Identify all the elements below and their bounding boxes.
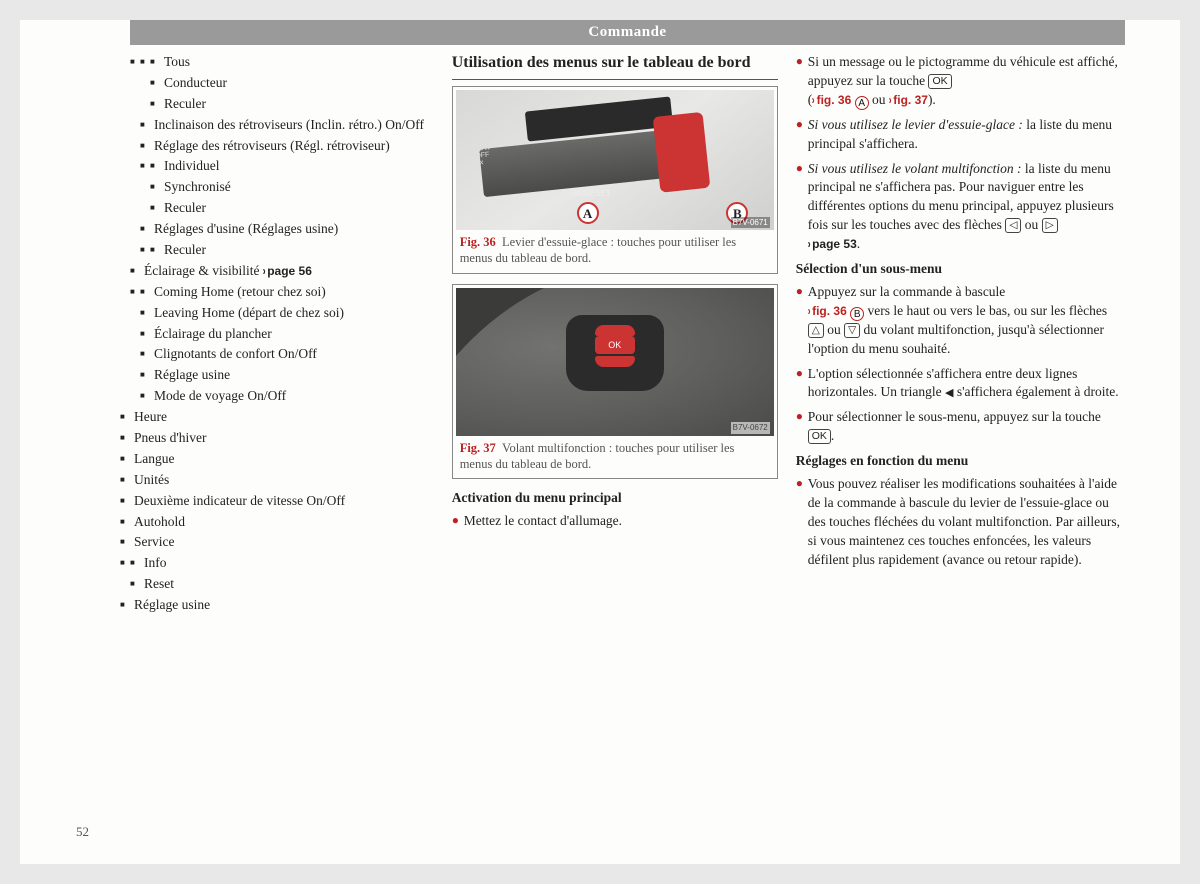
list-item: Reculer — [150, 95, 434, 114]
column-left: Tous Conducteur Reculer Inclinaison des … — [130, 53, 434, 617]
list-item-eclairage: Éclairage & visibilité ››› page 56 — [130, 262, 434, 281]
list-item: Langue — [120, 450, 434, 469]
list-item: Service — [120, 533, 434, 552]
divider — [452, 79, 778, 80]
subheading: Réglages en fonction du menu — [796, 452, 1125, 471]
list-item: Réglage usine — [120, 596, 434, 615]
list-item: Coming Home (retour chez soi) — [140, 283, 434, 302]
marker-a-ref: A — [855, 96, 869, 110]
right-key: ▷ — [1042, 218, 1058, 233]
list-item: Tous — [150, 53, 434, 72]
list-item: Synchronisé — [150, 178, 434, 197]
content-columns: Tous Conducteur Reculer Inclinaison des … — [20, 45, 1180, 617]
list-item: Individuel — [150, 157, 434, 176]
section-title: Utilisation des menus sur le tableau de … — [452, 53, 778, 73]
figure-37-caption: Fig. 37 Volant multifonction : touches p… — [456, 436, 774, 473]
left-key: ◁ — [1005, 218, 1021, 233]
figure-code: B7V-0671 — [731, 217, 770, 228]
list-item: Conducteur — [150, 74, 434, 93]
bullet-item: Si vous utilisez le volant multifonction… — [796, 160, 1125, 254]
fig-ref: ››› fig. 37 — [889, 93, 928, 107]
up-key: △ — [808, 323, 824, 338]
list-level3: Tous Conducteur Reculer — [150, 53, 434, 114]
list-item: Réglages d'usine (Réglages usine) — [140, 220, 434, 239]
list-item: Deuxième indicateur de vitesse On/Off — [120, 492, 434, 511]
list-item: Éclairage du plancher — [140, 325, 434, 344]
list-level3: Individuel Synchronisé Reculer — [150, 157, 434, 218]
list-item: Inclinaison des rétroviseurs (Inclin. ré… — [140, 116, 434, 135]
list-item: Unités — [120, 471, 434, 490]
subheading: Sélection d'un sous-menu — [796, 260, 1125, 279]
activation-heading: Activation du menu principal — [452, 489, 778, 508]
nested-wrap: Individuel Synchronisé Reculer — [140, 157, 434, 218]
list-item: Info — [130, 554, 434, 573]
list-item: Reculer — [150, 241, 434, 260]
list-item: Reset — [130, 575, 434, 594]
down-key: ▽ — [844, 323, 860, 338]
list-item: Reculer — [150, 199, 434, 218]
list-item: Leaving Home (départ de chez soi) — [140, 304, 434, 323]
nested-wrap: Reculer — [140, 241, 434, 260]
figure-36: HIGH LOW OFF 1x OK/RESET A B B7V-0671 Fi… — [452, 86, 778, 274]
page-number: 52 — [76, 824, 89, 840]
list-item: Réglage usine — [140, 366, 434, 385]
list-item: Autohold — [120, 513, 434, 532]
label: Éclairage & visibilité — [144, 263, 263, 278]
nested-wrap: Coming Home (retour chez soi) Leaving Ho… — [130, 283, 434, 406]
bullet-item: Mettez le contact d'allumage. — [452, 512, 778, 531]
figure-36-caption: Fig. 36 Levier d'essuie-glace : touches … — [456, 230, 774, 267]
nested-wrap: Tous Conducteur Reculer Inclinaison des … — [130, 53, 434, 260]
header-title: Commande — [130, 20, 1125, 45]
figure-37-image: OK B7V-0672 — [456, 288, 774, 436]
page-ref: ››› page 53 — [808, 237, 857, 251]
list-item: Heure — [120, 408, 434, 427]
bullet-item: Vous pouvez réaliser les modifications s… — [796, 475, 1125, 569]
bullet-item: Si vous utilisez le levier d'essuie-glac… — [796, 116, 1125, 154]
list-item: Clignotants de confort On/Off — [140, 345, 434, 364]
nested-wrap: Tous Conducteur Reculer — [140, 53, 434, 114]
marker-a: A — [577, 202, 599, 224]
figure-37: OK B7V-0672 Fig. 37 Volant multifonction… — [452, 284, 778, 480]
list-item: Réglage des rétroviseurs (Régl. rétrovis… — [140, 137, 434, 156]
bullet-item: Pour sélectionner le sous-menu, appuyez … — [796, 408, 1125, 446]
ok-key: OK — [808, 429, 831, 444]
nested-wrap: Info Reset — [120, 554, 434, 594]
bullet-item: Si un message ou le pictogramme du véhic… — [796, 53, 1125, 110]
figure-code: B7V-0672 — [731, 422, 770, 433]
column-right: Si un message ou le pictogramme du véhic… — [796, 53, 1125, 617]
manual-page: Commande Tous Conducteur Reculer Inclina… — [20, 20, 1180, 864]
bullet-item: L'option sélectionnée s'affichera entre … — [796, 365, 1125, 403]
bullet-item: Appuyez sur la commande à bascule ››› fi… — [796, 283, 1125, 359]
fig-ref: ››› fig. 36 — [812, 93, 851, 107]
figure-36-image: HIGH LOW OFF 1x OK/RESET A B B7V-0671 — [456, 90, 774, 230]
marker-b-ref: B — [850, 307, 864, 321]
ok-key: OK — [928, 74, 951, 89]
page-ref: ››› page 56 — [263, 264, 312, 278]
list-item: Pneus d'hiver — [120, 429, 434, 448]
fig-ref: ››› fig. 36 — [808, 304, 847, 318]
list-item: Mode de voyage On/Off — [140, 387, 434, 406]
column-middle: Utilisation des menus sur le tableau de … — [452, 53, 778, 617]
